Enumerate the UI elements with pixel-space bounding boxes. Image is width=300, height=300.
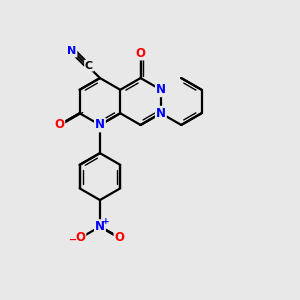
Text: N: N bbox=[156, 107, 166, 120]
Text: O: O bbox=[115, 232, 124, 244]
Text: N: N bbox=[67, 46, 76, 56]
Text: N: N bbox=[156, 83, 166, 96]
Text: +: + bbox=[102, 217, 110, 226]
Text: N: N bbox=[95, 220, 105, 233]
Text: O: O bbox=[136, 46, 146, 59]
Text: −: − bbox=[69, 235, 77, 244]
Text: N: N bbox=[95, 118, 105, 131]
Text: C: C bbox=[85, 61, 93, 70]
Text: O: O bbox=[75, 232, 85, 244]
Text: O: O bbox=[54, 118, 64, 131]
